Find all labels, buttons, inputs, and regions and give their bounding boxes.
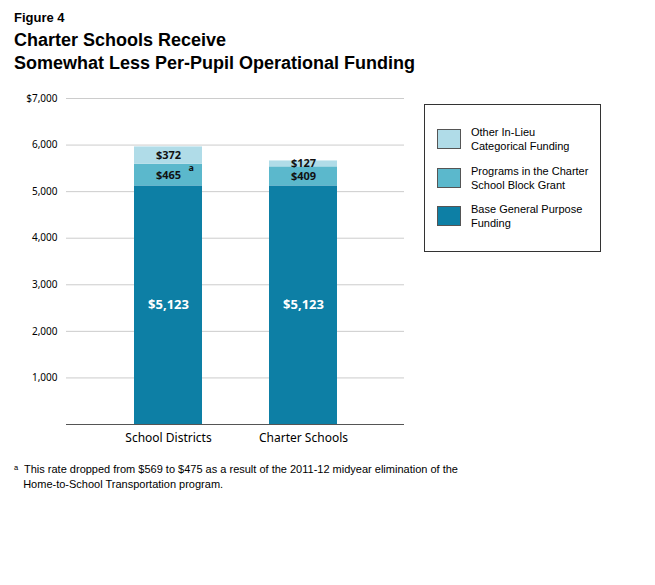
svg-text:6,000: 6,000 — [32, 137, 58, 151]
svg-text:$5,123: $5,123 — [148, 295, 189, 313]
svg-text:1,000: 1,000 — [32, 370, 58, 384]
html-text:Base General Purpose Funding: Base General Purpose Funding — [471, 203, 583, 230]
html-text:ᵃ This rate dropped from $569: ᵃ This rate dropped from $569 to $475 as… — [14, 463, 458, 491]
svg-text:$409: $409 — [290, 167, 317, 183]
svg-text:School Districts: School Districts — [125, 429, 212, 446]
svg-text:5,000: 5,000 — [32, 184, 58, 198]
html-text:Programs in the Charter School: Programs in the Charter School Block Gra… — [471, 164, 589, 191]
svg-text:4,000: 4,000 — [32, 230, 58, 244]
svg-text:$7,000: $7,000 — [26, 91, 58, 105]
svg-text:$372: $372 — [156, 147, 181, 162]
svg-text:3,000: 3,000 — [32, 277, 58, 291]
html-text:Charter Schools Receive Somewh: Charter Schools Receive Somewhat Less Pe… — [14, 30, 416, 73]
svg-text:$465: $465 — [156, 167, 181, 182]
svg-text:$127: $127 — [291, 155, 316, 170]
svg-text:$5,123: $5,123 — [283, 295, 324, 313]
html-text:Figure 4: Figure 4 — [14, 10, 65, 25]
svg-text:Charter Schools: Charter Schools — [259, 429, 348, 446]
svg-text:2,000: 2,000 — [32, 324, 58, 338]
svg-text:a: a — [189, 161, 194, 174]
html-text:Other In-Lieu Categorical Fund: Other In-Lieu Categorical Funding — [471, 126, 570, 153]
